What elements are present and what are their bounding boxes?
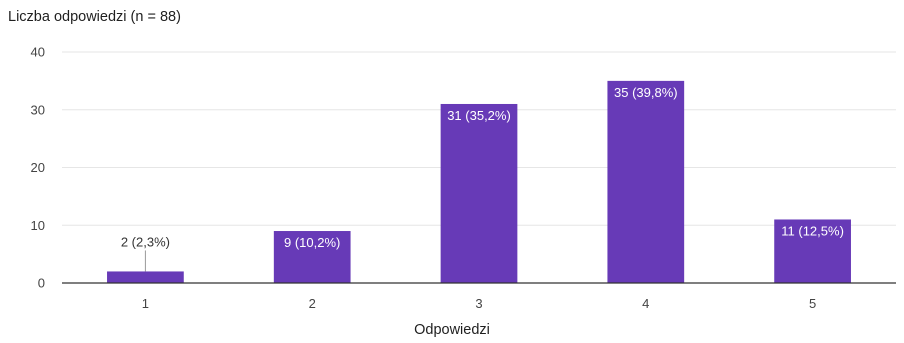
y-tick-label: 30 <box>31 102 45 117</box>
bar <box>440 103 518 283</box>
x-tick-label: 4 <box>642 296 649 311</box>
x-tick-label: 1 <box>142 296 149 311</box>
y-tick-label: 40 <box>31 45 45 60</box>
data-label: 2 (2,3%) <box>121 234 170 249</box>
data-label: 11 (12,5%) <box>781 223 844 238</box>
x-axis-title: Odpowiedzi <box>414 322 490 338</box>
y-tick-label: 0 <box>38 276 45 291</box>
y-tick-label: 10 <box>31 218 45 233</box>
data-labels: 2 (2,3%) 9 (10,2%) 31 (35,2%) 35 (39,8%) 11 … <box>121 85 844 272</box>
x-tick-label: 3 <box>475 296 482 311</box>
bar <box>107 271 184 283</box>
data-label: 31 (35,2%) <box>447 108 511 123</box>
bar <box>774 219 851 283</box>
bar <box>607 80 685 283</box>
x-tick-label: 5 <box>809 296 816 311</box>
chart-title: Liczba odpowiedzi (n = 88) <box>8 9 181 25</box>
data-label: 9 (10,2%) <box>284 235 340 250</box>
x-tick-label: 2 <box>309 296 316 311</box>
y-tick-label: 20 <box>31 160 45 175</box>
bar <box>273 231 351 283</box>
data-label: 35 (39,8%) <box>614 85 678 100</box>
bars <box>107 80 851 283</box>
axes: 0 10 20 30 40 1 2 3 4 5 <box>31 45 896 311</box>
